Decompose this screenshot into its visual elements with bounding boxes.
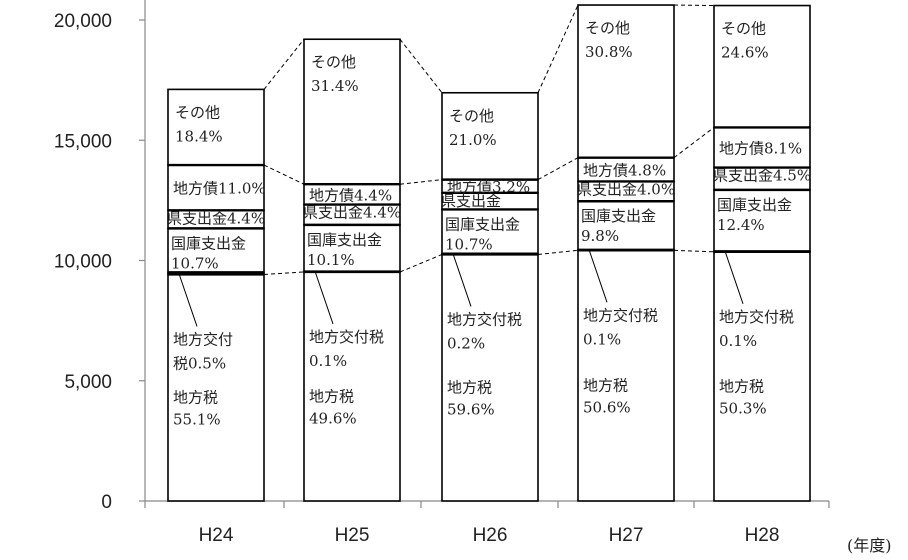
leader-line <box>314 271 334 325</box>
bar-segment-その他 <box>303 38 401 186</box>
segment-pct: 49.6% <box>309 409 357 427</box>
segment-label: 国庫支出金 <box>307 231 382 249</box>
segment-label: 国庫支出金 <box>445 215 520 233</box>
segment-pct: 12.4% <box>717 216 765 234</box>
y-tick-label: 20,000 <box>54 11 112 32</box>
segment-pct: 0.2% <box>447 334 485 352</box>
segment-label: 地方税 <box>173 389 218 407</box>
bar-segment-その他 <box>441 91 539 181</box>
segment-label: 地方税 <box>309 387 354 405</box>
segment-label: 県支出金 <box>441 192 501 210</box>
segment-label: 地方交付税 <box>309 328 384 346</box>
segment-label: 地方交付 <box>173 330 233 348</box>
x-tick-label: H26 <box>473 525 508 546</box>
bar-segment-地方債 <box>167 164 265 212</box>
connector-line <box>673 4 715 7</box>
bar-segment-その他 <box>167 88 265 166</box>
bar-segment-地方税 <box>713 250 811 502</box>
segment-pct: 0.1% <box>719 332 757 350</box>
segment-pct: 55.1% <box>173 411 221 429</box>
leader-line <box>178 273 198 327</box>
segment-pct: 10.7% <box>171 254 219 272</box>
bar-segment-地方債 <box>713 126 811 169</box>
leader-line <box>724 250 744 304</box>
dashed-connectors <box>263 4 715 275</box>
segment-label: 地方交付税 <box>583 306 658 324</box>
x-tick-label: H24 <box>199 525 234 546</box>
segment-pct: 0.1% <box>583 330 621 348</box>
bar-segment-地方税 <box>167 273 265 502</box>
segment-label: 地方債4.8% <box>583 162 666 180</box>
bar-segment-地方税 <box>577 249 675 502</box>
bar-segment-国庫支出金 <box>441 208 539 255</box>
connector-line <box>399 38 443 94</box>
segment-label: その他 <box>449 107 494 125</box>
connector-line <box>263 38 305 90</box>
y-tick-label: 0 <box>101 492 112 513</box>
bars <box>167 4 811 502</box>
segment-label: 県支出金4.4% <box>167 209 265 227</box>
leader-line <box>588 249 608 303</box>
segment-pct: 50.6% <box>583 399 631 417</box>
segment-pct: 0.1% <box>309 352 347 370</box>
y-tick-label: 15,000 <box>54 131 112 152</box>
segment-pct: 10.1% <box>307 251 355 269</box>
bar-segment-その他 <box>713 4 811 129</box>
segment-label: 地方税 <box>583 377 628 395</box>
connector-line <box>399 254 443 273</box>
connector-line <box>263 271 305 275</box>
segment-label: その他 <box>311 53 356 71</box>
segment-label: 国庫支出金 <box>171 234 246 252</box>
segment-pct: 59.6% <box>447 401 495 419</box>
segment-label: 地方債8.1% <box>719 140 802 158</box>
segment-label: 県支出金4.4% <box>303 204 401 222</box>
x-tick-label: H27 <box>609 525 644 546</box>
x-axis-unit: (年度) <box>847 536 892 555</box>
segment-label: 地方債4.4% <box>309 186 392 204</box>
segment-label: 地方債3.2% <box>447 178 530 196</box>
segment-label: 地方交付税 <box>719 308 794 326</box>
leader-line <box>452 253 472 307</box>
y-tick-label: 5,000 <box>64 372 112 393</box>
connector-line <box>399 179 443 185</box>
segment-label: その他 <box>175 103 220 121</box>
axes: 0 5,000 10,000 15,000 20,000 H24 H25 H26 H27 H28 <box>54 0 830 546</box>
segment-pct: 税0.5% <box>173 354 226 372</box>
segment-label: 地方税 <box>447 379 492 397</box>
connector-line <box>537 4 579 93</box>
segment-label: 県支出金4.5% <box>713 167 811 185</box>
segment-label: 地方税 <box>719 377 764 395</box>
segment-label: 国庫支出金 <box>717 196 792 214</box>
segment-pct: 24.6% <box>721 44 769 62</box>
segment-label: 地方交付税 <box>447 310 522 328</box>
segment-pct: 50.3% <box>719 399 767 417</box>
segment-pct: 30.8% <box>585 43 633 61</box>
segment-pct: 9.8% <box>581 227 619 245</box>
connector-line <box>673 127 715 159</box>
connector-line <box>537 249 579 255</box>
segment-pct: 21.0% <box>449 131 497 149</box>
bar-segment-地方税 <box>441 253 539 502</box>
connector-line <box>537 157 579 181</box>
x-tick-label: H25 <box>335 525 370 546</box>
segment-label: 地方債11.0% <box>173 180 266 198</box>
y-tick-label: 10,000 <box>54 252 112 273</box>
bar-segment-地方税 <box>303 271 401 502</box>
segment-pct: 10.7% <box>445 235 493 253</box>
segment-label: 県支出金4.0% <box>577 180 675 198</box>
bar-segment-国庫支出金 <box>167 227 265 274</box>
segment-label: その他 <box>585 19 630 37</box>
segment-label: 国庫支出金 <box>581 207 656 225</box>
connector-line <box>673 249 715 253</box>
segment-label: その他 <box>721 20 766 38</box>
connector-line <box>263 164 305 185</box>
segment-pct: 18.4% <box>175 127 223 145</box>
segment-pct: 31.4% <box>311 77 359 95</box>
x-tick-label: H28 <box>745 525 780 546</box>
bar-segment-その他 <box>577 4 675 159</box>
